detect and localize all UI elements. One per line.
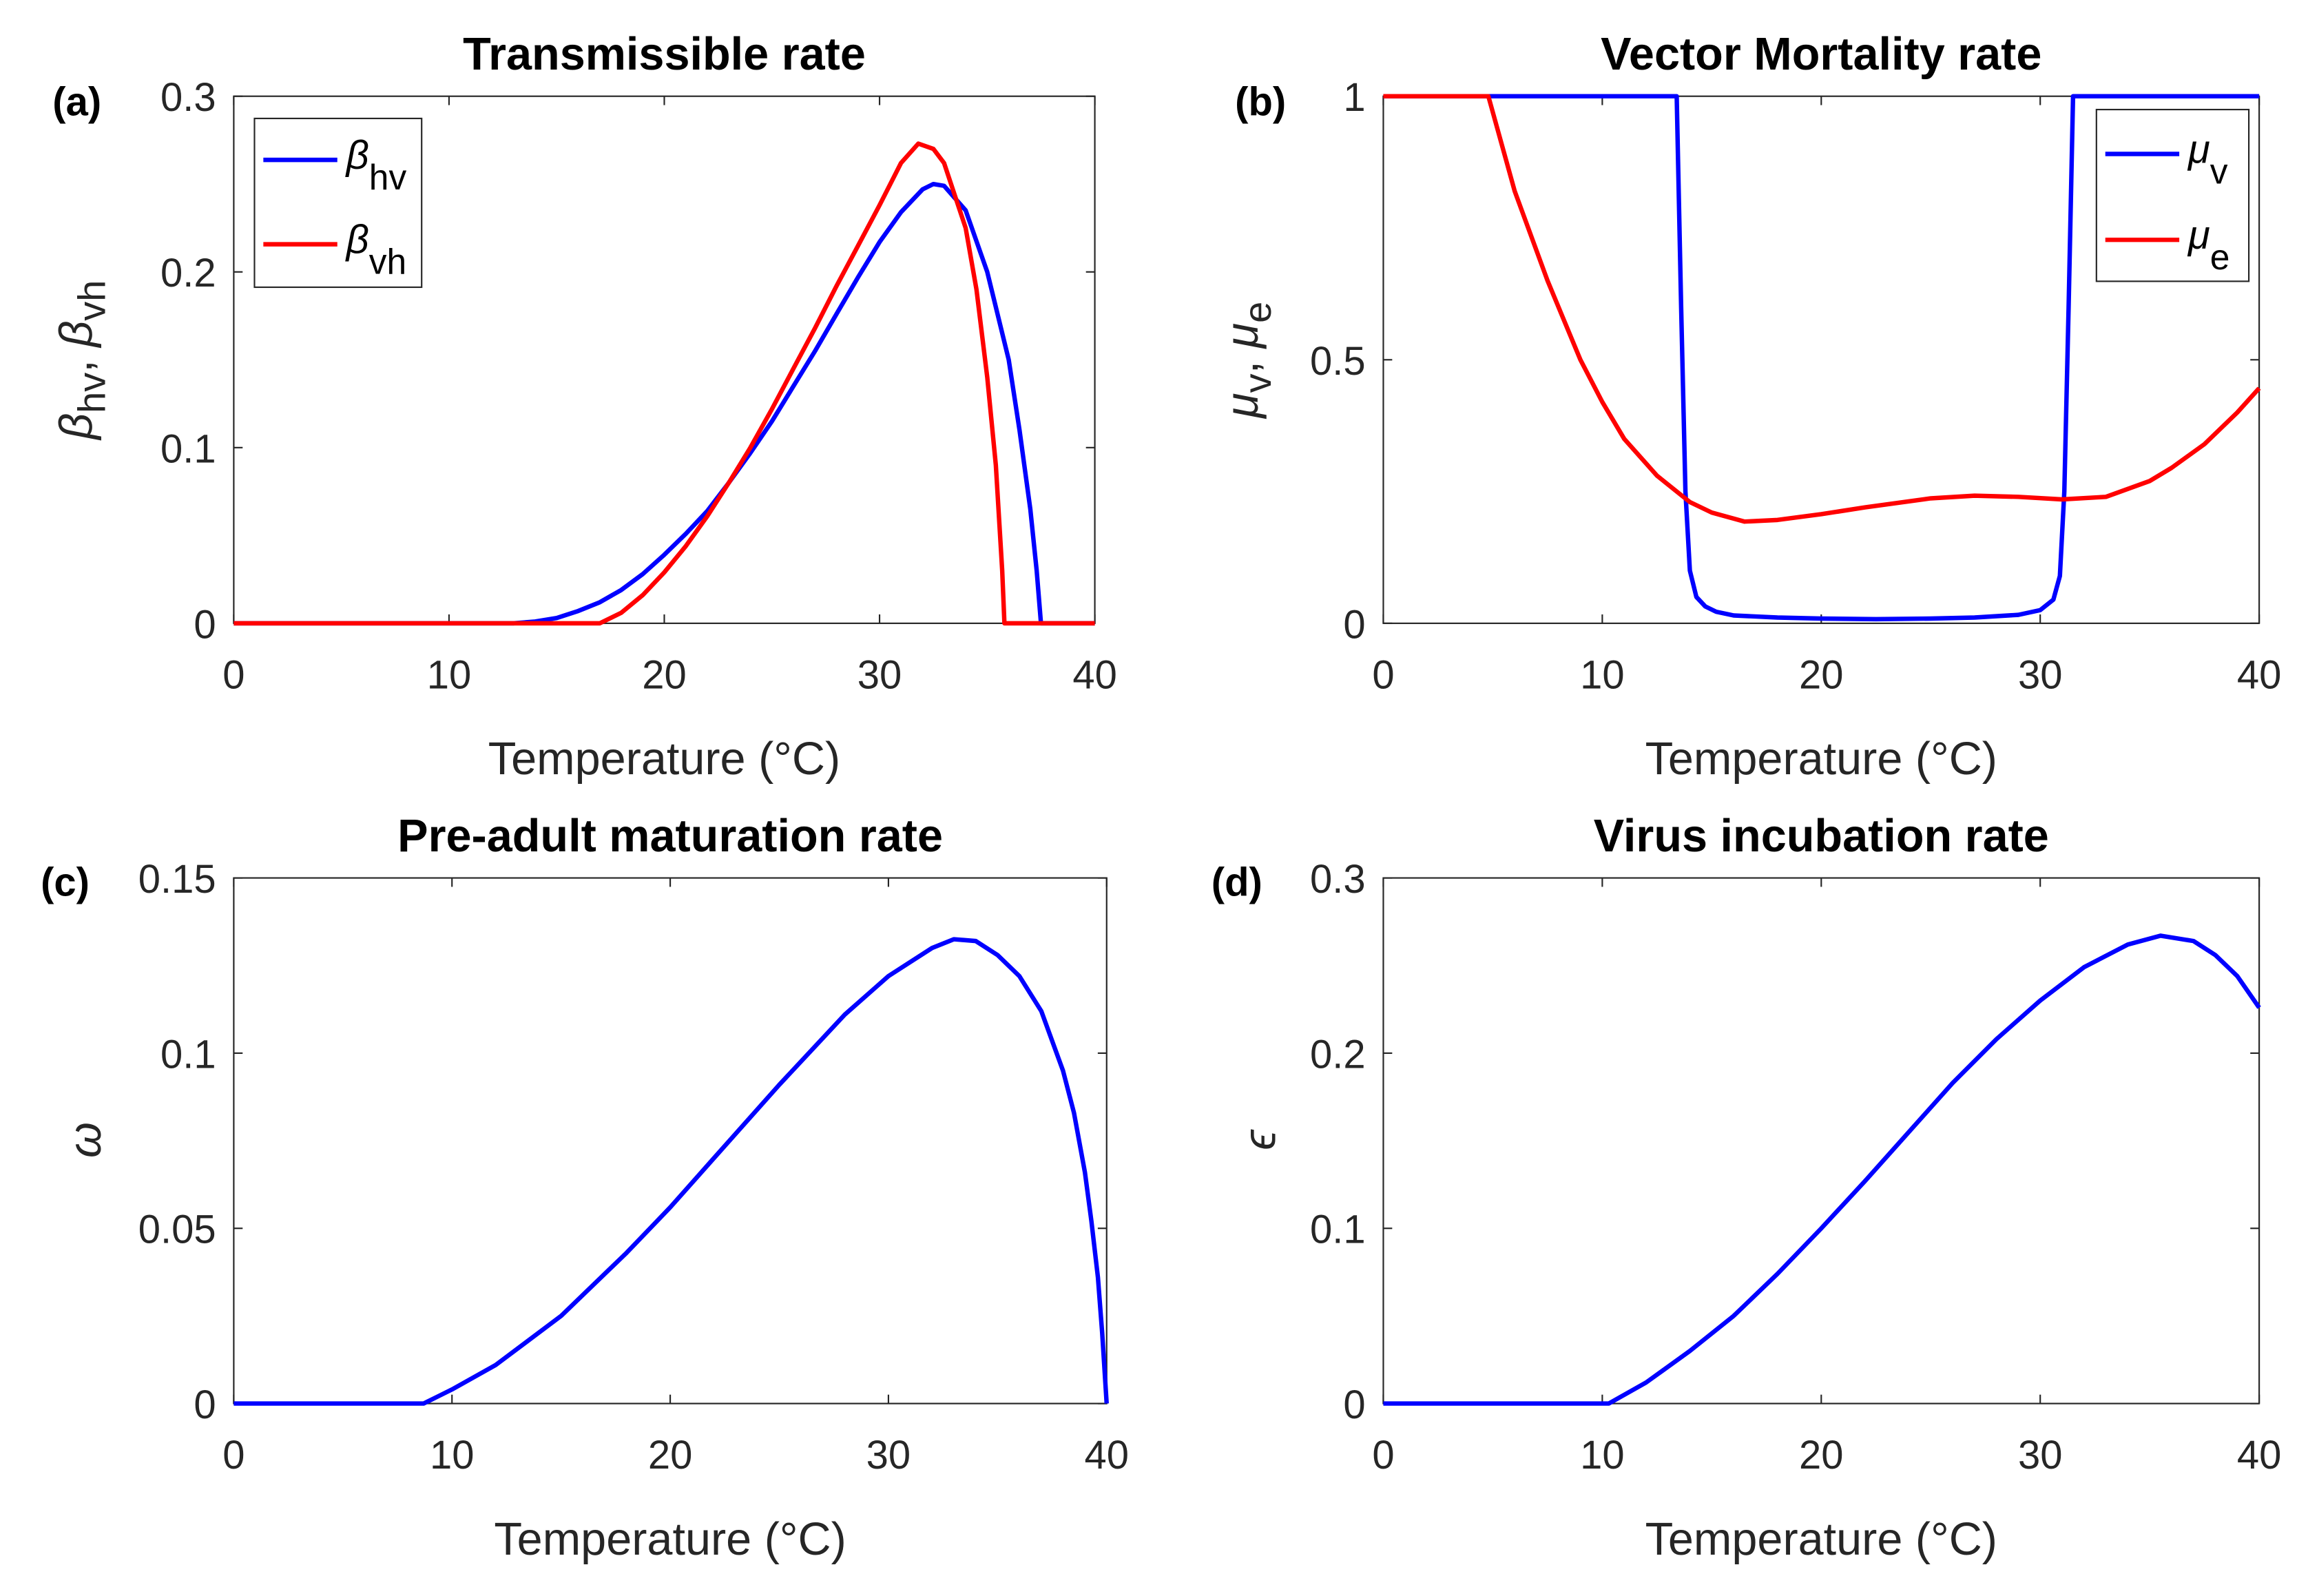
y-axis-label: ω [60, 1122, 111, 1158]
panel-label: (d) [1212, 860, 1262, 904]
y-tick-label: 0.3 [160, 75, 216, 120]
legend-entry: μe [2187, 213, 2229, 277]
x-axis-label: Temperature (°C) [1645, 1514, 1997, 1565]
legend-subscript: v [2210, 152, 2228, 191]
x-tick-label: 20 [1799, 1433, 1843, 1478]
legend-subscript: hv [369, 157, 407, 197]
subplot-c: 0 10 20 30 40 0 0.05 0.1 0.15 Pre-adult maturatio… [41, 811, 1129, 1565]
y-tick-label: 1 [1343, 75, 1365, 120]
x-tick-label: 40 [1085, 1433, 1129, 1478]
y-tick-label: 0 [194, 602, 216, 647]
y-axis-label-part: vh [70, 280, 114, 321]
panel-label: (c) [41, 860, 90, 904]
legend-entry: μv [2187, 127, 2228, 191]
legend-subscript: vh [369, 242, 406, 282]
x-tick-label: 30 [2018, 1433, 2062, 1478]
y-axis-label-part: e [1236, 302, 1279, 323]
series-line-0 [233, 181, 1095, 626]
x-tick-label: 0 [222, 652, 245, 697]
x-tick-label: 10 [427, 652, 471, 697]
y-axis-label-part: β [51, 321, 102, 349]
chart-title: Pre-adult maturation rate [397, 811, 943, 862]
axes-box [233, 877, 1108, 1405]
panel-label: (b) [1235, 80, 1286, 125]
subplot-d: 0 10 20 30 40 0 0.1 0.2 0.3 Virus incubation rate… [1212, 811, 2282, 1565]
y-tick-label: 0 [1343, 1382, 1365, 1427]
y-axis-label-part: μ [1217, 323, 1268, 350]
legend-symbol: μ [2187, 213, 2210, 258]
y-axis-label-part: , [1217, 348, 1268, 373]
legend-entry: βhv [345, 133, 407, 197]
legend-symbol: β [345, 133, 369, 178]
y-tick-label: 0 [194, 1382, 216, 1427]
y-axis-label: ϵ [1235, 1129, 1286, 1150]
x-tick-label: 30 [857, 652, 902, 697]
series-line-0 [1383, 933, 2261, 1406]
y-axis-label: μv, μe [1217, 302, 1279, 419]
x-axis-label: Temperature (°C) [1645, 734, 1997, 785]
legend-box [253, 117, 423, 289]
legend-entry: βvh [345, 218, 407, 282]
x-tick-label: 30 [2018, 652, 2062, 697]
y-axis-label-part: μ [1217, 393, 1268, 419]
y-axis-label-part: ϵ [1235, 1129, 1286, 1150]
y-tick-label: 0.15 [138, 857, 216, 902]
y-axis-label: βhv, βvh [51, 280, 113, 441]
legend-symbol: μ [2187, 127, 2210, 172]
series-line-1 [1383, 94, 2261, 524]
x-axis-label: Temperature (°C) [488, 734, 840, 785]
panel-label: (a) [52, 80, 101, 125]
series-line-0 [233, 937, 1109, 1406]
y-tick-label: 0.3 [1310, 857, 1366, 902]
x-tick-label: 20 [642, 652, 686, 697]
y-axis-label-part: , [51, 347, 102, 373]
y-axis-label-part: v [1236, 373, 1279, 393]
subplot-b: 0 10 20 30 40 0 0.5 1 Vector Mortality rate (b) Te… [1217, 29, 2281, 785]
axes-box [1382, 877, 2260, 1405]
legend-subscript: e [2210, 237, 2230, 277]
y-tick-label: 0.2 [1310, 1032, 1366, 1077]
chart-title: Vector Mortality rate [1601, 29, 2041, 80]
chart-title: Virus incubation rate [1594, 811, 2049, 862]
y-tick-label: 0.1 [160, 1032, 216, 1077]
y-axis-label-part: β [51, 413, 102, 441]
x-tick-label: 20 [1799, 652, 1843, 697]
x-tick-label: 40 [1072, 652, 1116, 697]
chart-title: Transmissible rate [463, 29, 866, 80]
subplot-a: 0 10 20 30 40 0 0.1 0.2 0.3 Transmissible rate (a)… [51, 29, 1117, 785]
y-axis-label-part: ω [60, 1122, 111, 1158]
y-tick-label: 0 [1343, 602, 1365, 647]
x-tick-label: 10 [1580, 1433, 1624, 1478]
x-tick-label: 0 [1372, 652, 1394, 697]
y-tick-label: 0.1 [1310, 1208, 1366, 1252]
x-axis-label: Temperature (°C) [494, 1514, 846, 1565]
x-tick-label: 0 [222, 1433, 245, 1478]
y-tick-label: 0.05 [138, 1208, 216, 1252]
x-tick-label: 40 [2237, 652, 2281, 697]
x-tick-label: 10 [1580, 652, 1624, 697]
series-line-1 [233, 141, 1095, 626]
legend-box [2095, 108, 2250, 282]
y-tick-label: 0.2 [160, 251, 216, 296]
x-tick-label: 30 [866, 1433, 911, 1478]
x-tick-label: 20 [648, 1433, 692, 1478]
x-tick-label: 0 [1372, 1433, 1394, 1478]
y-tick-label: 0.5 [1310, 339, 1366, 384]
x-tick-label: 40 [2237, 1433, 2281, 1478]
series-line-0 [1383, 94, 2260, 622]
y-axis-label-part: hv [70, 373, 114, 413]
y-tick-label: 0.1 [160, 426, 216, 471]
x-tick-label: 10 [430, 1433, 474, 1478]
legend-symbol: β [345, 218, 369, 262]
